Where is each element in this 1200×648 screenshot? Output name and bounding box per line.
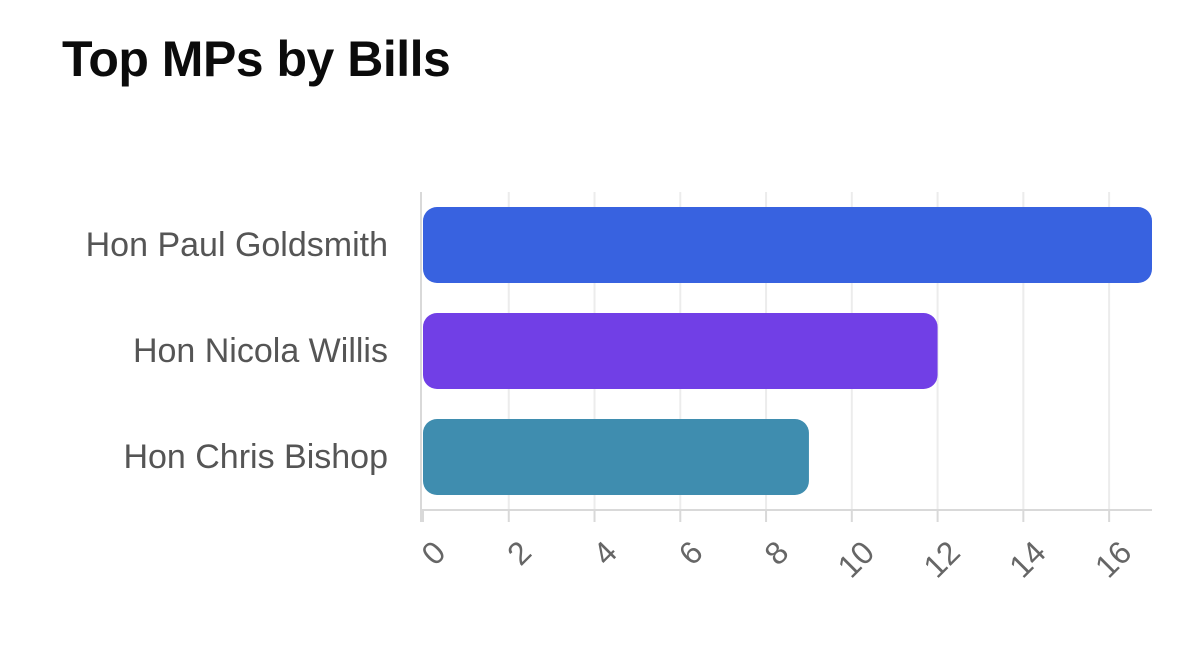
x-tick-label: 12	[916, 534, 967, 585]
bar	[423, 419, 809, 495]
x-tick-labels: 0 2 4 6 8 10 12 14 16	[414, 534, 1138, 585]
axes	[420, 192, 1152, 522]
category-label: Hon Paul Goldsmith	[86, 226, 388, 264]
bar	[423, 313, 938, 389]
x-tick-label: 8	[757, 534, 795, 572]
bar	[423, 207, 1152, 283]
x-tick-label: 4	[586, 534, 624, 572]
category-labels: Hon Paul Goldsmith Hon Nicola Willis Hon C…	[86, 226, 388, 476]
category-label: Hon Chris Bishop	[123, 438, 388, 476]
x-tick-label: 14	[1002, 534, 1053, 585]
bars	[423, 207, 1152, 495]
chart-title: Top MPs by Bills	[62, 31, 451, 87]
x-tick-label: 0	[414, 534, 452, 572]
x-tick-label: 6	[672, 534, 710, 572]
x-tick-label: 16	[1088, 534, 1139, 585]
x-tick-label: 10	[831, 534, 882, 585]
category-label: Hon Nicola Willis	[133, 332, 388, 370]
x-tick-label: 2	[500, 534, 538, 572]
